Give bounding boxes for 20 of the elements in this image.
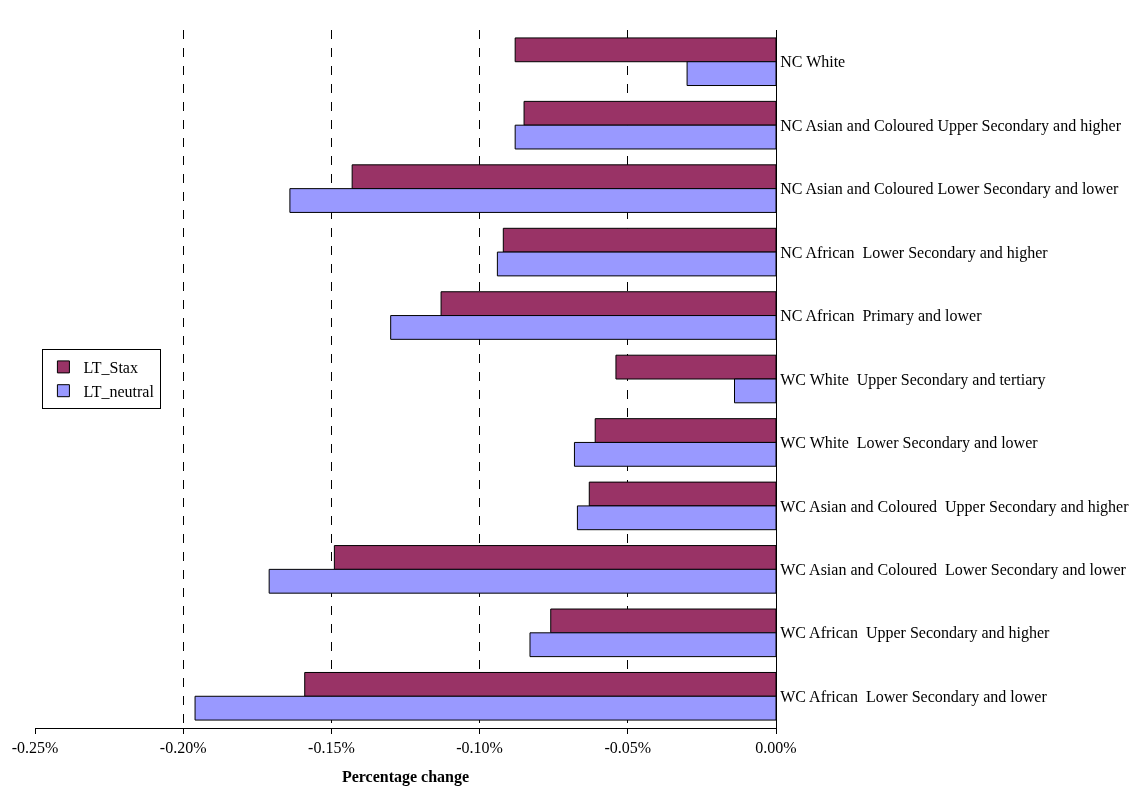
y-tick-label: NC Asian and Coloured Lower Secondary and lower bbox=[780, 180, 1120, 199]
y-tick-label: WC African Upper Secondary and higher bbox=[780, 624, 1051, 643]
y-tick-label: NC African Primary and lower bbox=[780, 307, 983, 326]
y-tick-label: WC Asian and Coloured Upper Secondary and higher bbox=[780, 497, 1130, 516]
x-tick-label: -0.25% bbox=[11, 739, 59, 757]
x-tick-label: -0.15% bbox=[308, 739, 355, 757]
y-tick-label: NC African Lower Secondary and higher bbox=[780, 243, 1049, 262]
x-tick-label: -0.05% bbox=[604, 739, 652, 757]
y-tick-label: WC Asian and Coloured Lower Secondary and lower bbox=[780, 560, 1127, 579]
legend-label: LT_neutral bbox=[83, 382, 155, 400]
y-tick-label: WC African Lower Secondary and lower bbox=[780, 687, 1048, 706]
legend-label: LT_Stax bbox=[83, 359, 138, 377]
y-tick-label: NC Asian and Coloured Upper Secondary and higher bbox=[780, 116, 1122, 135]
x-tick-label: -0.10% bbox=[456, 739, 503, 757]
y-tick-label: WC White Upper Secondary and tertiary bbox=[780, 370, 1046, 389]
y-tick-label: NC White bbox=[780, 53, 846, 71]
x-axis-title: Percentage change bbox=[341, 767, 470, 786]
x-tick-label: -0.20% bbox=[159, 739, 207, 757]
x-tick-label: 0.00% bbox=[755, 739, 797, 757]
y-tick-label: WC White Lower Secondary and lower bbox=[780, 434, 1039, 453]
